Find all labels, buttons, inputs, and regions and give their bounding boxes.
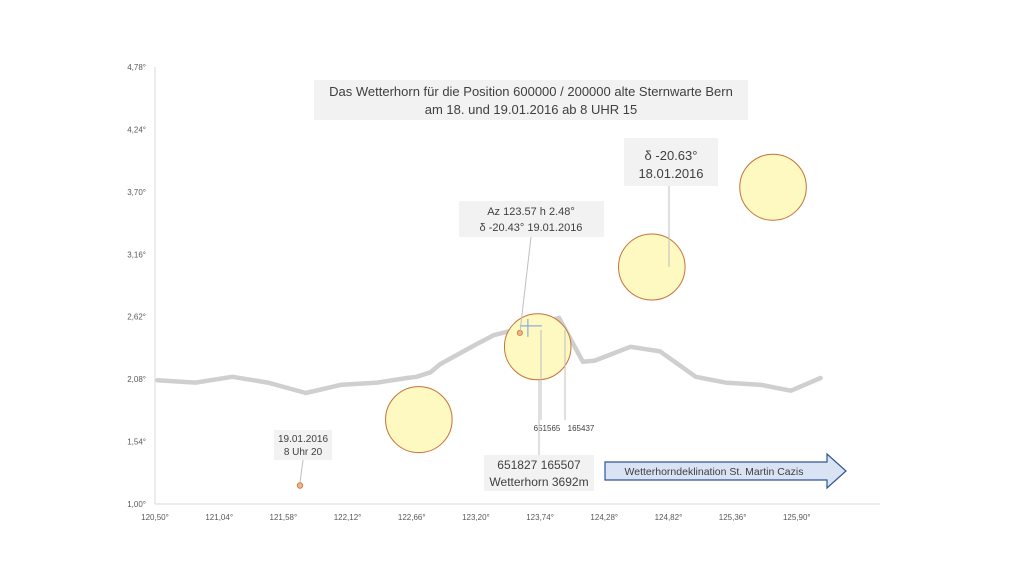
y-tick-label: 1,00°: [127, 500, 146, 509]
y-tick-label: 2,62°: [127, 313, 146, 322]
title-box: [314, 80, 748, 120]
date-label-box: [274, 430, 332, 460]
x-tick-label: 123,20°: [462, 513, 490, 522]
sun-disc: [503, 313, 572, 381]
az-leader-line: [519, 236, 532, 333]
wetterhorn-label-line-2: Wetterhorn 3692m: [489, 475, 588, 489]
coord-small-label-2: 165437: [568, 424, 595, 433]
delta-label-line-2: 18.01.2016: [638, 166, 703, 181]
az-label-line-1: Az 123.57 h 2.48°: [487, 206, 575, 218]
x-tick-label: 122,12°: [334, 513, 362, 522]
chart-title-line-1: Das Wetterhorn für die Position 600000 /…: [329, 84, 733, 99]
y-tick-label: 3,16°: [127, 250, 146, 259]
sun-disc: [385, 386, 453, 454]
series-layer: [155, 153, 823, 489]
y-tick-label: 2,08°: [127, 375, 146, 384]
sun-disc: [618, 233, 686, 301]
date-leader-line: [299, 459, 304, 483]
data-point-19-01: [296, 482, 304, 489]
y-tick-label: 4,24°: [127, 125, 146, 134]
horizon-series-line: [155, 315, 823, 396]
deklination-arrow: [604, 452, 847, 490]
wetterhorn-label-line-1: 651827 165507: [497, 458, 581, 472]
y-tick-label: 3,70°: [127, 188, 146, 197]
annotations-layer: Das Wetterhorn für die Position 600000 /…: [274, 80, 847, 491]
x-tick-label: 120,50°: [141, 513, 169, 522]
x-tick-label: 124,28°: [590, 513, 618, 522]
sun-disc: [739, 153, 807, 221]
x-tick-label: 125,36°: [719, 513, 747, 522]
x-tick-label: 121,04°: [205, 513, 233, 522]
date-label-line-2: 8 Uhr 20: [284, 447, 323, 458]
date-label-line-1: 19.01.2016: [278, 434, 328, 445]
y-tick-label: 4,78°: [127, 63, 146, 72]
x-tick-label: 125,90°: [783, 513, 811, 522]
az-label-line-2: δ -20.43° 19.01.2016: [480, 222, 583, 234]
wetterhorn-label-box: [484, 455, 594, 491]
coord-small-box: [530, 420, 600, 434]
tick-labels: 1,00° 1,54° 2,08° 2,62° 3,16° 3,70° 4,24° 4,78°…: [127, 63, 810, 522]
x-tick-label: 124,82°: [655, 513, 683, 522]
delta-label-line-1: δ -20.63°: [645, 148, 698, 163]
x-tick-label: 122,66°: [398, 513, 426, 522]
delta-label-box: [624, 138, 718, 186]
arrow-label: Wetterhorndeklination St. Martin Cazis: [625, 466, 804, 478]
y-tick-label: 1,54°: [127, 438, 146, 447]
chart-title-line-2: am 18. und 19.01.2016 ab 8 UHR 15: [425, 102, 637, 117]
x-tick-label: 123,74°: [526, 513, 554, 522]
az-label-box: [459, 201, 604, 237]
x-tick-label: 121,58°: [270, 513, 298, 522]
axes: [154, 67, 880, 505]
coord-small-label-1: 651565: [534, 424, 561, 433]
